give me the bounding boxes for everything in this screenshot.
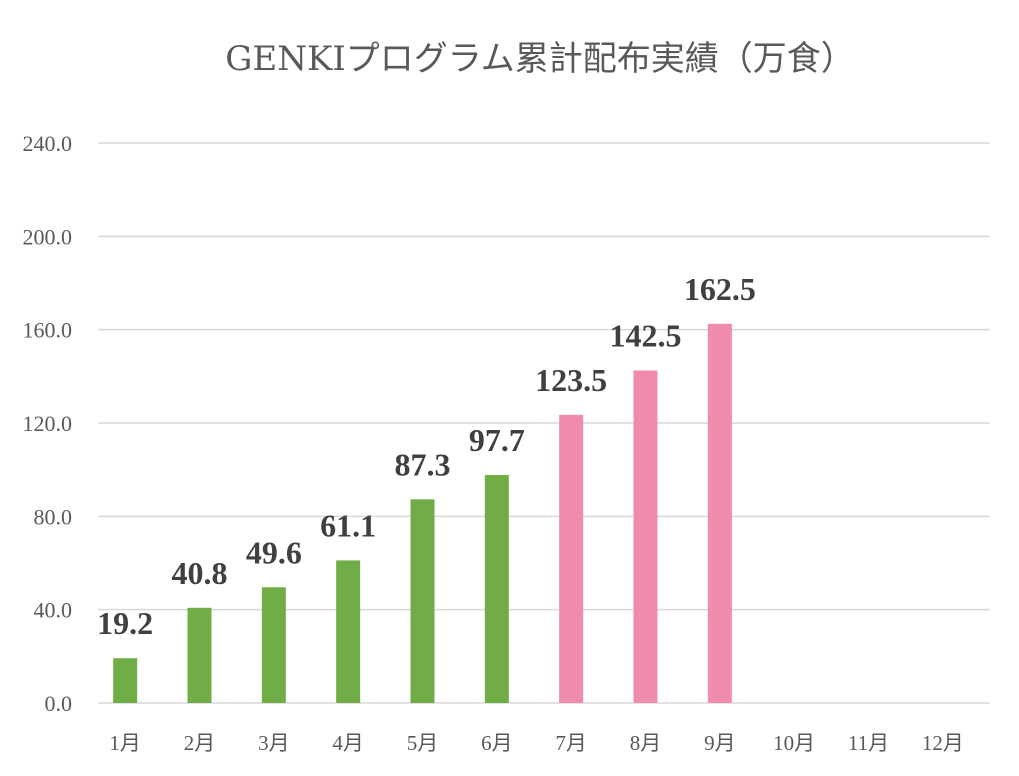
x-tick-label: 12月 — [922, 731, 964, 755]
y-tick-label: 240.0 — [23, 131, 73, 156]
bar — [559, 414, 584, 703]
data-label: 123.5 — [535, 362, 607, 398]
bars — [113, 323, 732, 703]
x-tick-label: 8月 — [630, 731, 662, 755]
bar — [261, 587, 286, 703]
y-tick-label: 0.0 — [45, 691, 73, 716]
y-tick-label: 40.0 — [34, 598, 73, 623]
x-tick-label: 4月 — [332, 731, 364, 755]
x-tick-label: 10月 — [773, 731, 815, 755]
bar — [410, 499, 435, 703]
y-tick-label: 200.0 — [23, 224, 73, 249]
x-tick-label: 6月 — [481, 731, 513, 755]
data-label: 40.8 — [172, 555, 228, 591]
x-tick-label: 11月 — [848, 731, 889, 755]
y-tick-label: 120.0 — [23, 411, 73, 436]
y-tick-label: 80.0 — [34, 504, 73, 529]
data-label: 49.6 — [246, 534, 302, 570]
x-tick-label: 1月 — [109, 731, 141, 755]
chart-title: GENKIプログラム累計配布実績（万食） — [225, 39, 855, 79]
data-label: 61.1 — [320, 507, 376, 543]
bar — [633, 370, 658, 703]
x-tick-label: 2月 — [184, 731, 216, 755]
x-axis-ticks: 1月 2月 3月 4月 5月 6月 7月 8月 9月 10月 11月 12月 — [109, 731, 963, 755]
bar — [187, 607, 212, 703]
data-label: 97.7 — [469, 422, 525, 458]
x-tick-label: 5月 — [407, 731, 439, 755]
data-label: 142.5 — [610, 318, 682, 354]
x-tick-label: 9月 — [704, 731, 736, 755]
y-axis-ticks: 0.0 40.0 80.0 120.0 160.0 200.0 240.0 — [23, 131, 73, 716]
gridlines — [98, 142, 990, 704]
x-tick-label: 7月 — [555, 731, 587, 755]
bar — [336, 560, 361, 703]
bar — [113, 658, 138, 703]
data-label: 162.5 — [684, 271, 756, 307]
data-label: 87.3 — [395, 446, 451, 482]
data-label: 19.2 — [97, 605, 153, 641]
bar — [707, 323, 732, 703]
y-tick-label: 160.0 — [23, 318, 73, 343]
x-tick-label: 3月 — [258, 731, 290, 755]
bar — [484, 475, 509, 703]
